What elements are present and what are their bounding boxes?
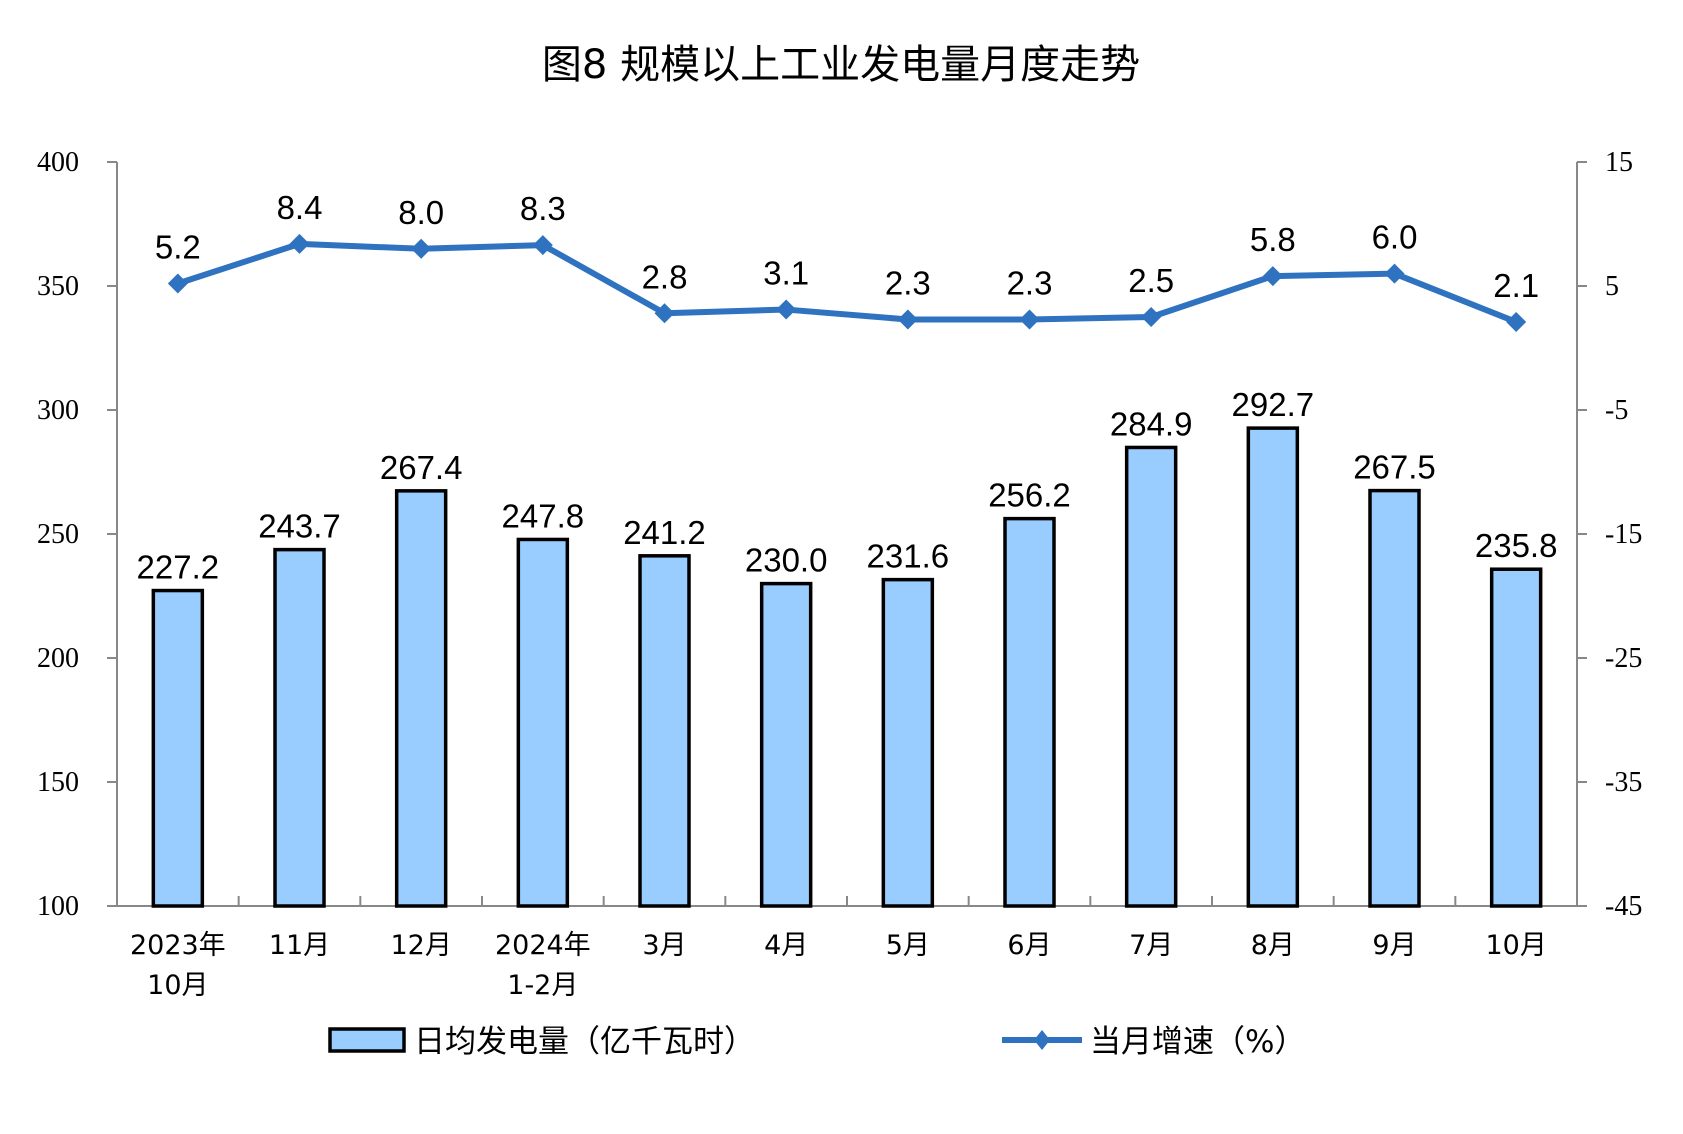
right-tick-label: 5 — [1605, 271, 1619, 302]
bar-value-label: 230.0 — [745, 542, 828, 579]
bar — [273, 547, 326, 908]
bar — [1368, 488, 1421, 908]
bar — [1124, 445, 1178, 908]
line-value-label: 8.0 — [398, 194, 444, 231]
line-value-label: 8.3 — [520, 190, 566, 227]
bar — [151, 588, 205, 908]
bar-value-label: 247.8 — [502, 497, 585, 534]
left-tick-label: 250 — [37, 519, 79, 550]
legend-line-marker — [1034, 1030, 1050, 1050]
legend: 日均发电量（亿千瓦时） 当月增速（%） — [328, 1024, 1305, 1060]
x-tick-label: 1-2月 — [507, 970, 578, 1001]
x-tick-label: 11月 — [269, 930, 330, 961]
line-point — [289, 233, 310, 254]
right-tick-label: 15 — [1605, 147, 1633, 178]
line-point — [1384, 263, 1405, 284]
bar — [638, 554, 691, 908]
line-point — [411, 238, 432, 259]
legend-line-label: 当月增速（%） — [1090, 1024, 1305, 1060]
bar — [394, 489, 448, 908]
line-point — [654, 303, 675, 324]
x-tick-label: 8月 — [1251, 930, 1295, 961]
growth-line — [176, 240, 1518, 325]
x-tick-label: 3月 — [642, 930, 686, 961]
bar — [759, 581, 813, 908]
x-tick-label: 5月 — [886, 930, 930, 961]
line-value-label: 6.0 — [1372, 219, 1418, 256]
bar-value-label: 227.2 — [137, 549, 220, 586]
x-tick-label: 9月 — [1372, 930, 1416, 961]
right-tick-label: -15 — [1605, 519, 1642, 550]
line-point — [1141, 307, 1162, 327]
left-tick-label: 300 — [37, 395, 79, 426]
x-tick-label: 2023年 — [130, 930, 226, 961]
bar-value-label: 231.6 — [867, 538, 950, 575]
left-tick-label: 200 — [37, 643, 79, 674]
bar — [516, 537, 570, 908]
x-tick-label: 12月 — [390, 930, 451, 961]
x-tick-label: 6月 — [1007, 930, 1051, 961]
right-tick-label: -45 — [1605, 891, 1642, 922]
axes: 100 150 200 250 300 350 400 -45 -35 -25 -15 -5 5 15 20… — [37, 147, 1642, 1001]
right-tick-label: -5 — [1605, 395, 1628, 426]
bars — [151, 426, 1543, 908]
bar — [1003, 516, 1056, 908]
bar-value-label: 292.7 — [1232, 386, 1315, 423]
x-tick-label: 10月 — [1485, 930, 1546, 961]
line-point — [532, 235, 553, 256]
line-value-label: 8.4 — [277, 189, 323, 226]
x-tick-label: 4月 — [764, 930, 808, 961]
line-value-label: 2.8 — [642, 258, 688, 295]
line-point — [776, 299, 797, 320]
bar-value-label: 267.4 — [380, 449, 463, 486]
left-tick-label: 400 — [37, 147, 79, 178]
line-value-label: 2.3 — [885, 264, 931, 301]
right-tick-label: -25 — [1605, 643, 1642, 674]
line-point — [1019, 309, 1040, 330]
bar — [881, 577, 935, 908]
bar-value-label: 243.7 — [258, 508, 341, 545]
bar-value-label: 256.2 — [988, 477, 1071, 514]
line-point — [1262, 266, 1283, 287]
x-tick-label: 7月 — [1129, 930, 1173, 961]
line-value-label: 2.3 — [1007, 264, 1053, 301]
line-point — [897, 309, 918, 330]
x-tick-label: 10月 — [147, 970, 208, 1001]
data-labels: 227.2 243.7 267.4 247.8 241.2 230.0 231.6 256.2… — [137, 189, 1558, 586]
bar — [1489, 567, 1543, 908]
bar-value-label: 241.2 — [623, 514, 706, 551]
right-tick-label: -35 — [1605, 767, 1642, 798]
legend-bar-swatch — [328, 1027, 406, 1053]
line-value-label: 5.8 — [1250, 221, 1296, 258]
line-value-label: 3.1 — [763, 255, 809, 292]
bar-value-label: 284.9 — [1110, 405, 1193, 442]
left-tick-label: 100 — [37, 891, 79, 922]
bar — [1246, 426, 1300, 908]
left-tick-label: 350 — [37, 271, 79, 302]
line-value-label: 2.1 — [1493, 267, 1539, 304]
line-value-label: 5.2 — [155, 229, 201, 266]
bar-value-label: 267.5 — [1353, 449, 1436, 486]
line-value-label: 2.5 — [1128, 262, 1174, 299]
legend-bar-label: 日均发电量（亿千瓦时） — [414, 1024, 755, 1060]
line-series — [167, 233, 1527, 332]
bar-value-label: 235.8 — [1475, 527, 1558, 564]
line-point — [1506, 311, 1527, 332]
left-tick-label: 150 — [37, 767, 79, 798]
line-point — [167, 273, 188, 294]
x-tick-label: 2024年 — [495, 930, 591, 961]
chart-title: 图8 规模以上工业发电量月度走势 — [542, 42, 1140, 88]
